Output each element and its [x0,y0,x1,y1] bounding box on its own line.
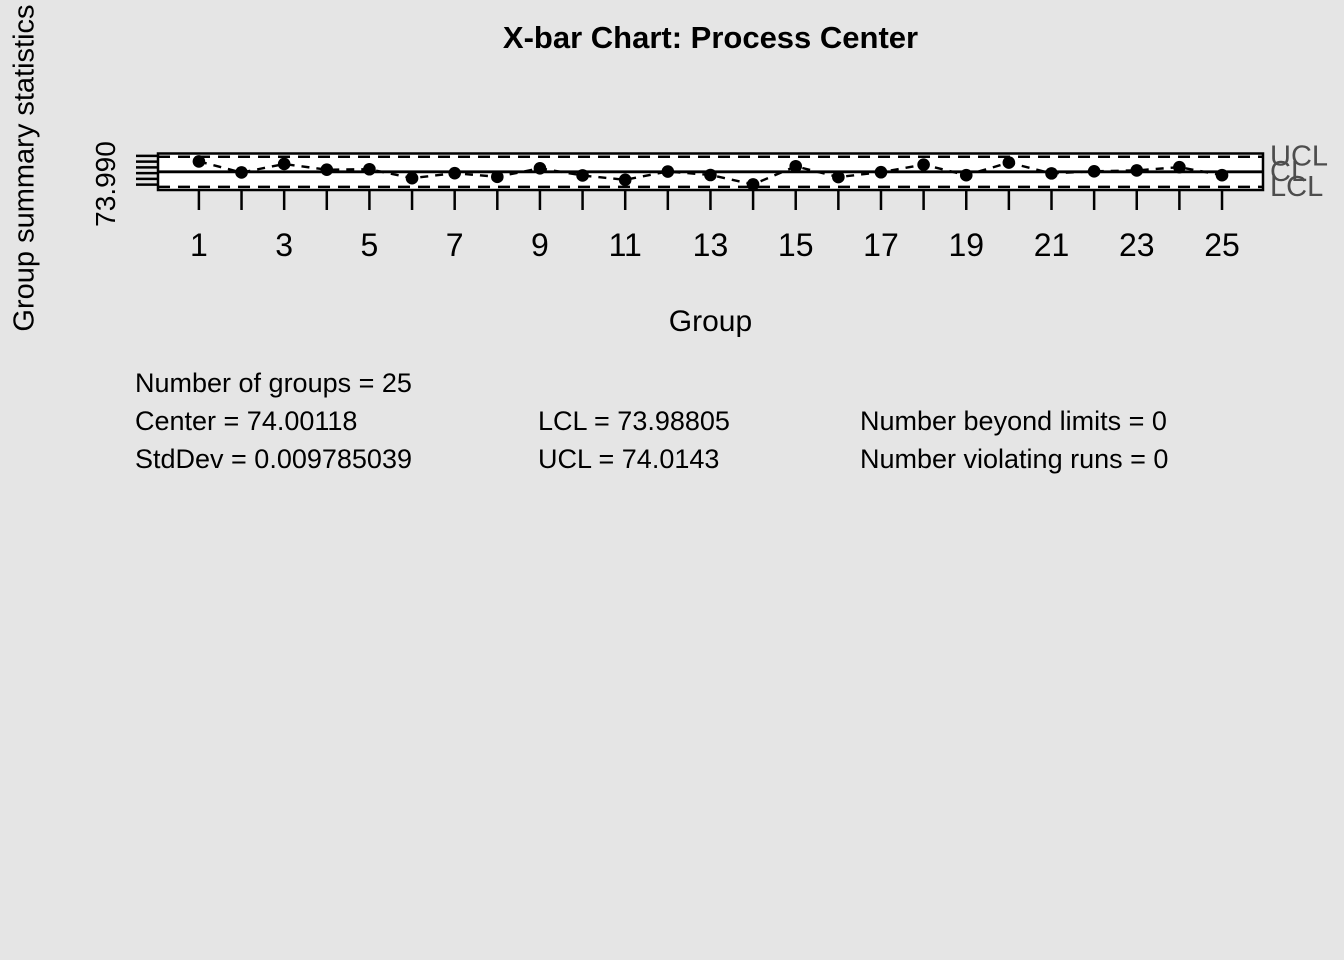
stat-beyond-limits: Number beyond limits = 0 [860,406,1167,436]
data-point [1087,165,1101,178]
lcl-label: LCL [1270,171,1323,203]
data-point [1130,164,1144,177]
x-tick-label: 3 [275,227,293,263]
data-point [959,168,973,182]
stat-stddev: StdDev = 0.009785039 [135,444,412,474]
x-tick-label: 11 [609,227,642,263]
data-point [320,163,334,177]
data-point [192,155,206,168]
data-point [832,170,845,184]
data-point [704,168,717,182]
data-point [618,173,632,187]
x-tick-label: 19 [948,227,984,263]
stat-ucl: UCL = 74.0143 [538,444,720,474]
data-point [746,178,760,191]
data-point [1045,167,1058,180]
x-tick-label: 17 [863,227,899,263]
x-tick-label: 1 [190,227,208,263]
stats-column-middle: LCL = 73.98805 UCL = 74.0143 [538,402,730,478]
data-point [1215,168,1229,182]
x-tick-label: 15 [778,227,814,263]
cl-label: CL [1270,156,1307,188]
stat-number-of-groups: Number of groups = 25 [135,368,412,398]
data-point [917,158,930,171]
data-point [405,171,419,185]
data-point [1002,156,1016,169]
data-point [1173,160,1186,174]
ucl-label: UCL [1270,141,1328,173]
x-tick-label: 13 [693,227,729,263]
x-tick-label: 23 [1119,227,1155,263]
stat-lcl: LCL = 73.98805 [538,406,730,436]
data-point [235,166,248,179]
data-point [661,165,675,178]
stat-center: Center = 74.00118 [135,406,358,436]
x-tick-label: 25 [1204,227,1240,263]
chart-title: X-bar Chart: Process Center [502,20,919,55]
data-point [789,159,803,173]
data-point [874,165,888,179]
data-point [491,170,504,184]
x-tick-label: 5 [361,227,379,263]
data-point [576,169,589,182]
x-axis-label: Group [668,305,753,338]
x-tick-label: 21 [1034,227,1070,263]
stats-column-left: Number of groups = 25 Center = 74.00118 … [135,364,412,478]
x-tick-label: 9 [531,227,549,263]
data-point [448,166,461,180]
data-point [277,157,291,171]
x-tick-label: 7 [446,227,464,263]
stat-violating-runs: Number violating runs = 0 [860,444,1169,474]
data-point [363,162,376,176]
data-point [533,162,547,175]
stats-column-right: Number beyond limits = 0 Number violatin… [860,402,1168,478]
